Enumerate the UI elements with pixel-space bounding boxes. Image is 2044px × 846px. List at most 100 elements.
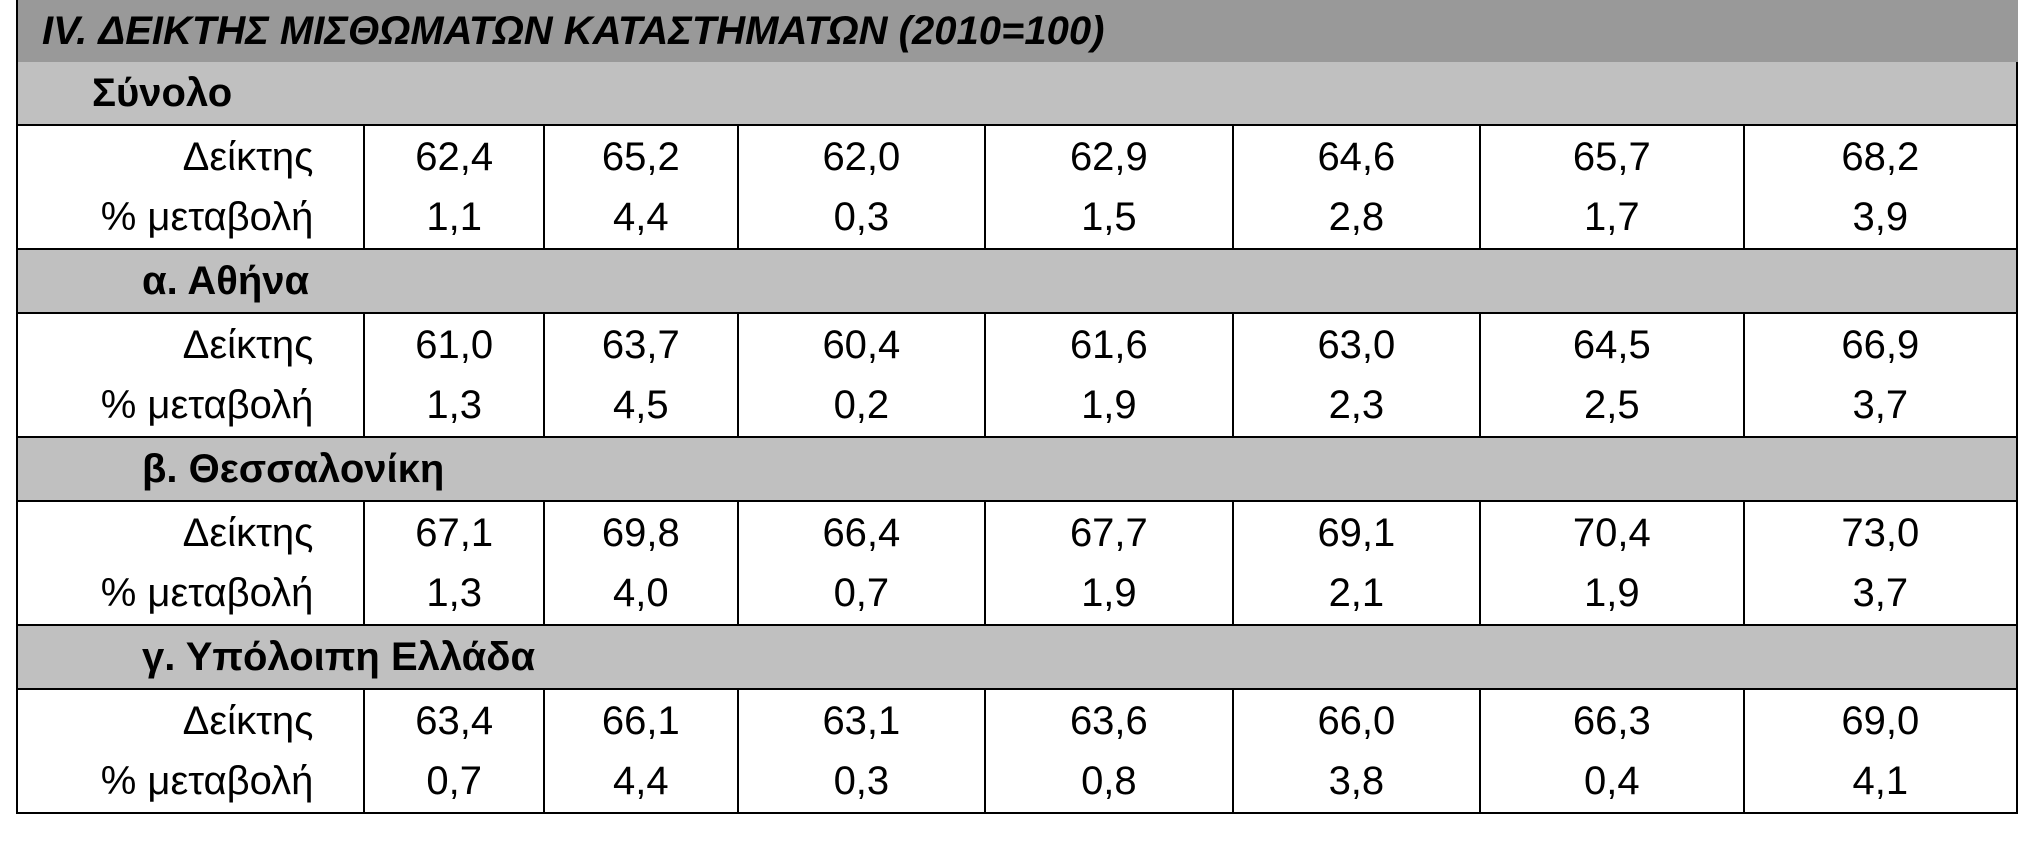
index-value: 65,2 [601, 135, 680, 179]
change-value: 1,9 [1081, 571, 1137, 615]
change-value: 4,0 [613, 571, 669, 615]
index-value: 61,0 [415, 323, 494, 367]
index-value: 70,4 [1572, 511, 1651, 555]
data-cell: 63,7 4,5 [543, 314, 737, 436]
change-value: 1,1 [426, 195, 482, 239]
change-value: 0,2 [833, 383, 890, 427]
change-value: 2,1 [1328, 571, 1385, 615]
index-row-label: Δείκτης [182, 323, 314, 367]
change-value: 0,7 [426, 759, 482, 803]
data-cell: 66,1 4,4 [543, 690, 737, 812]
change-value: 0,3 [833, 195, 890, 239]
data-cell: 63,1 0,3 [736, 690, 985, 812]
index-value: 64,6 [1317, 135, 1396, 179]
section-header: Σύνολο [16, 62, 2018, 124]
change-value: 3,8 [1328, 759, 1385, 803]
data-block: Δείκτης% μεταβολή 62,4 1,1 65,2 4,4 62,0 0,3 62… [16, 124, 2018, 250]
row-label-cell: Δείκτης % μεταβολή [18, 502, 363, 624]
data-cell: 62,9 1,5 [984, 126, 1232, 248]
change-value: 1,5 [1081, 195, 1137, 239]
rent-index-table: IV. ΔΕΙΚΤΗΣ ΜΙΣΘΩΜΑΤΩΝ ΚΑΤΑΣΤΗΜΑΤΩΝ (201… [16, 0, 2018, 814]
change-value: 2,8 [1328, 195, 1385, 239]
index-row-label: Δείκτης [182, 135, 314, 179]
index-value: 66,4 [822, 511, 901, 555]
change-value: 1,9 [1584, 571, 1640, 615]
index-value: 68,2 [1841, 135, 1920, 179]
index-value: 66,9 [1841, 323, 1920, 367]
change-value: 4,4 [613, 195, 669, 239]
change-value: 0,4 [1584, 759, 1640, 803]
change-value: 1,3 [426, 383, 482, 427]
index-value: 62,0 [822, 135, 901, 179]
change-value: 0,8 [1081, 759, 1137, 803]
data-cell: 61,6 1,9 [984, 314, 1232, 436]
index-value: 64,5 [1572, 323, 1651, 367]
row-label-cell: Δείκτης % μεταβολή [18, 314, 363, 436]
data-cell: 73,0 3,7 [1742, 502, 2016, 624]
data-cell: 67,7 1,9 [984, 502, 1232, 624]
data-cell: 70,4 1,9 [1479, 502, 1742, 624]
change-value: 4,4 [613, 759, 669, 803]
index-row-label: Δείκτης [182, 699, 314, 743]
change-value: 1,3 [426, 571, 482, 615]
data-cell: 69,0 4,1 [1742, 690, 2016, 812]
change-value: 1,7 [1584, 195, 1640, 239]
section-header: γ. Υπόλοιπη Ελλάδα [16, 626, 2018, 688]
index-value: 66,3 [1572, 699, 1651, 743]
section-label: β. Θεσσαλονίκη [142, 446, 445, 491]
data-cell: 63,4 0,7 [363, 690, 543, 812]
index-value: 66,0 [1317, 699, 1396, 743]
index-value: 66,1 [601, 699, 680, 743]
change-row-label: % μεταβολή [100, 759, 314, 803]
index-value: 63,6 [1069, 699, 1148, 743]
data-cell: 65,7 1,7 [1479, 126, 1742, 248]
data-cell: 69,8 4,0 [543, 502, 737, 624]
change-row-label: % μεταβολή [100, 195, 314, 239]
change-value: 4,1 [1852, 759, 1909, 803]
data-cell: 67,1 1,3 [363, 502, 543, 624]
data-cell: 68,2 3,9 [1742, 126, 2016, 248]
section-label: Σύνολο [92, 70, 233, 115]
data-cell: 62,0 0,3 [736, 126, 985, 248]
index-value: 63,1 [822, 699, 901, 743]
index-value: 62,4 [415, 135, 494, 179]
data-cell: 69,1 2,1 [1231, 502, 1480, 624]
change-value: 0,3 [833, 759, 890, 803]
change-value: 3,7 [1852, 571, 1909, 615]
data-cell: 65,2 4,4 [543, 126, 737, 248]
index-value: 67,1 [415, 511, 494, 555]
index-value: 69,0 [1841, 699, 1920, 743]
section-label: γ. Υπόλοιπη Ελλάδα [142, 634, 536, 679]
data-cell: 60,4 0,2 [736, 314, 985, 436]
index-value: 67,7 [1069, 511, 1148, 555]
data-cell: 66,3 0,4 [1479, 690, 1742, 812]
change-value: 0,7 [833, 571, 890, 615]
index-value: 60,4 [822, 323, 901, 367]
change-row-label: % μεταβολή [100, 383, 314, 427]
data-cell: 63,0 2,3 [1231, 314, 1480, 436]
change-row-label: % μεταβολή [100, 571, 314, 615]
change-value: 4,5 [613, 383, 669, 427]
change-value: 3,9 [1852, 195, 1909, 239]
index-value: 62,9 [1069, 135, 1148, 179]
index-value: 61,6 [1069, 323, 1148, 367]
data-cell: 61,0 1,3 [363, 314, 543, 436]
index-value: 69,8 [601, 511, 680, 555]
data-block: Δείκτης % μεταβολή 61,0 1,3 63,7 4,5 60,4 0,2 61… [16, 312, 2018, 438]
change-value: 1,9 [1081, 383, 1137, 427]
change-value: 2,3 [1328, 383, 1385, 427]
index-value: 73,0 [1841, 511, 1920, 555]
index-value: 63,0 [1317, 323, 1396, 367]
data-cell: 66,4 0,7 [736, 502, 985, 624]
change-value: 3,7 [1852, 383, 1909, 427]
row-label-cell: Δείκτης % μεταβολή [18, 126, 363, 248]
index-value: 63,7 [601, 323, 680, 367]
index-value: 69,1 [1317, 511, 1396, 555]
data-cell: 62,4 1,1 [363, 126, 543, 248]
data-block: Δείκτης% μεταβολή 63,4 0,7 66,1 4,4 63,1 0,3 63… [16, 688, 2018, 814]
sections-container: Σύνολο Δείκτης % μεταβολή 62,4 1,1 65,2 4,4 62,… [16, 62, 2018, 814]
row-label-cell: Δείκτης % μεταβολή [18, 690, 363, 812]
data-cell: 66,0 3,8 [1231, 690, 1480, 812]
data-cell: 63,6 0,8 [984, 690, 1232, 812]
section-header: β. Θεσσαλονίκη [16, 438, 2018, 500]
